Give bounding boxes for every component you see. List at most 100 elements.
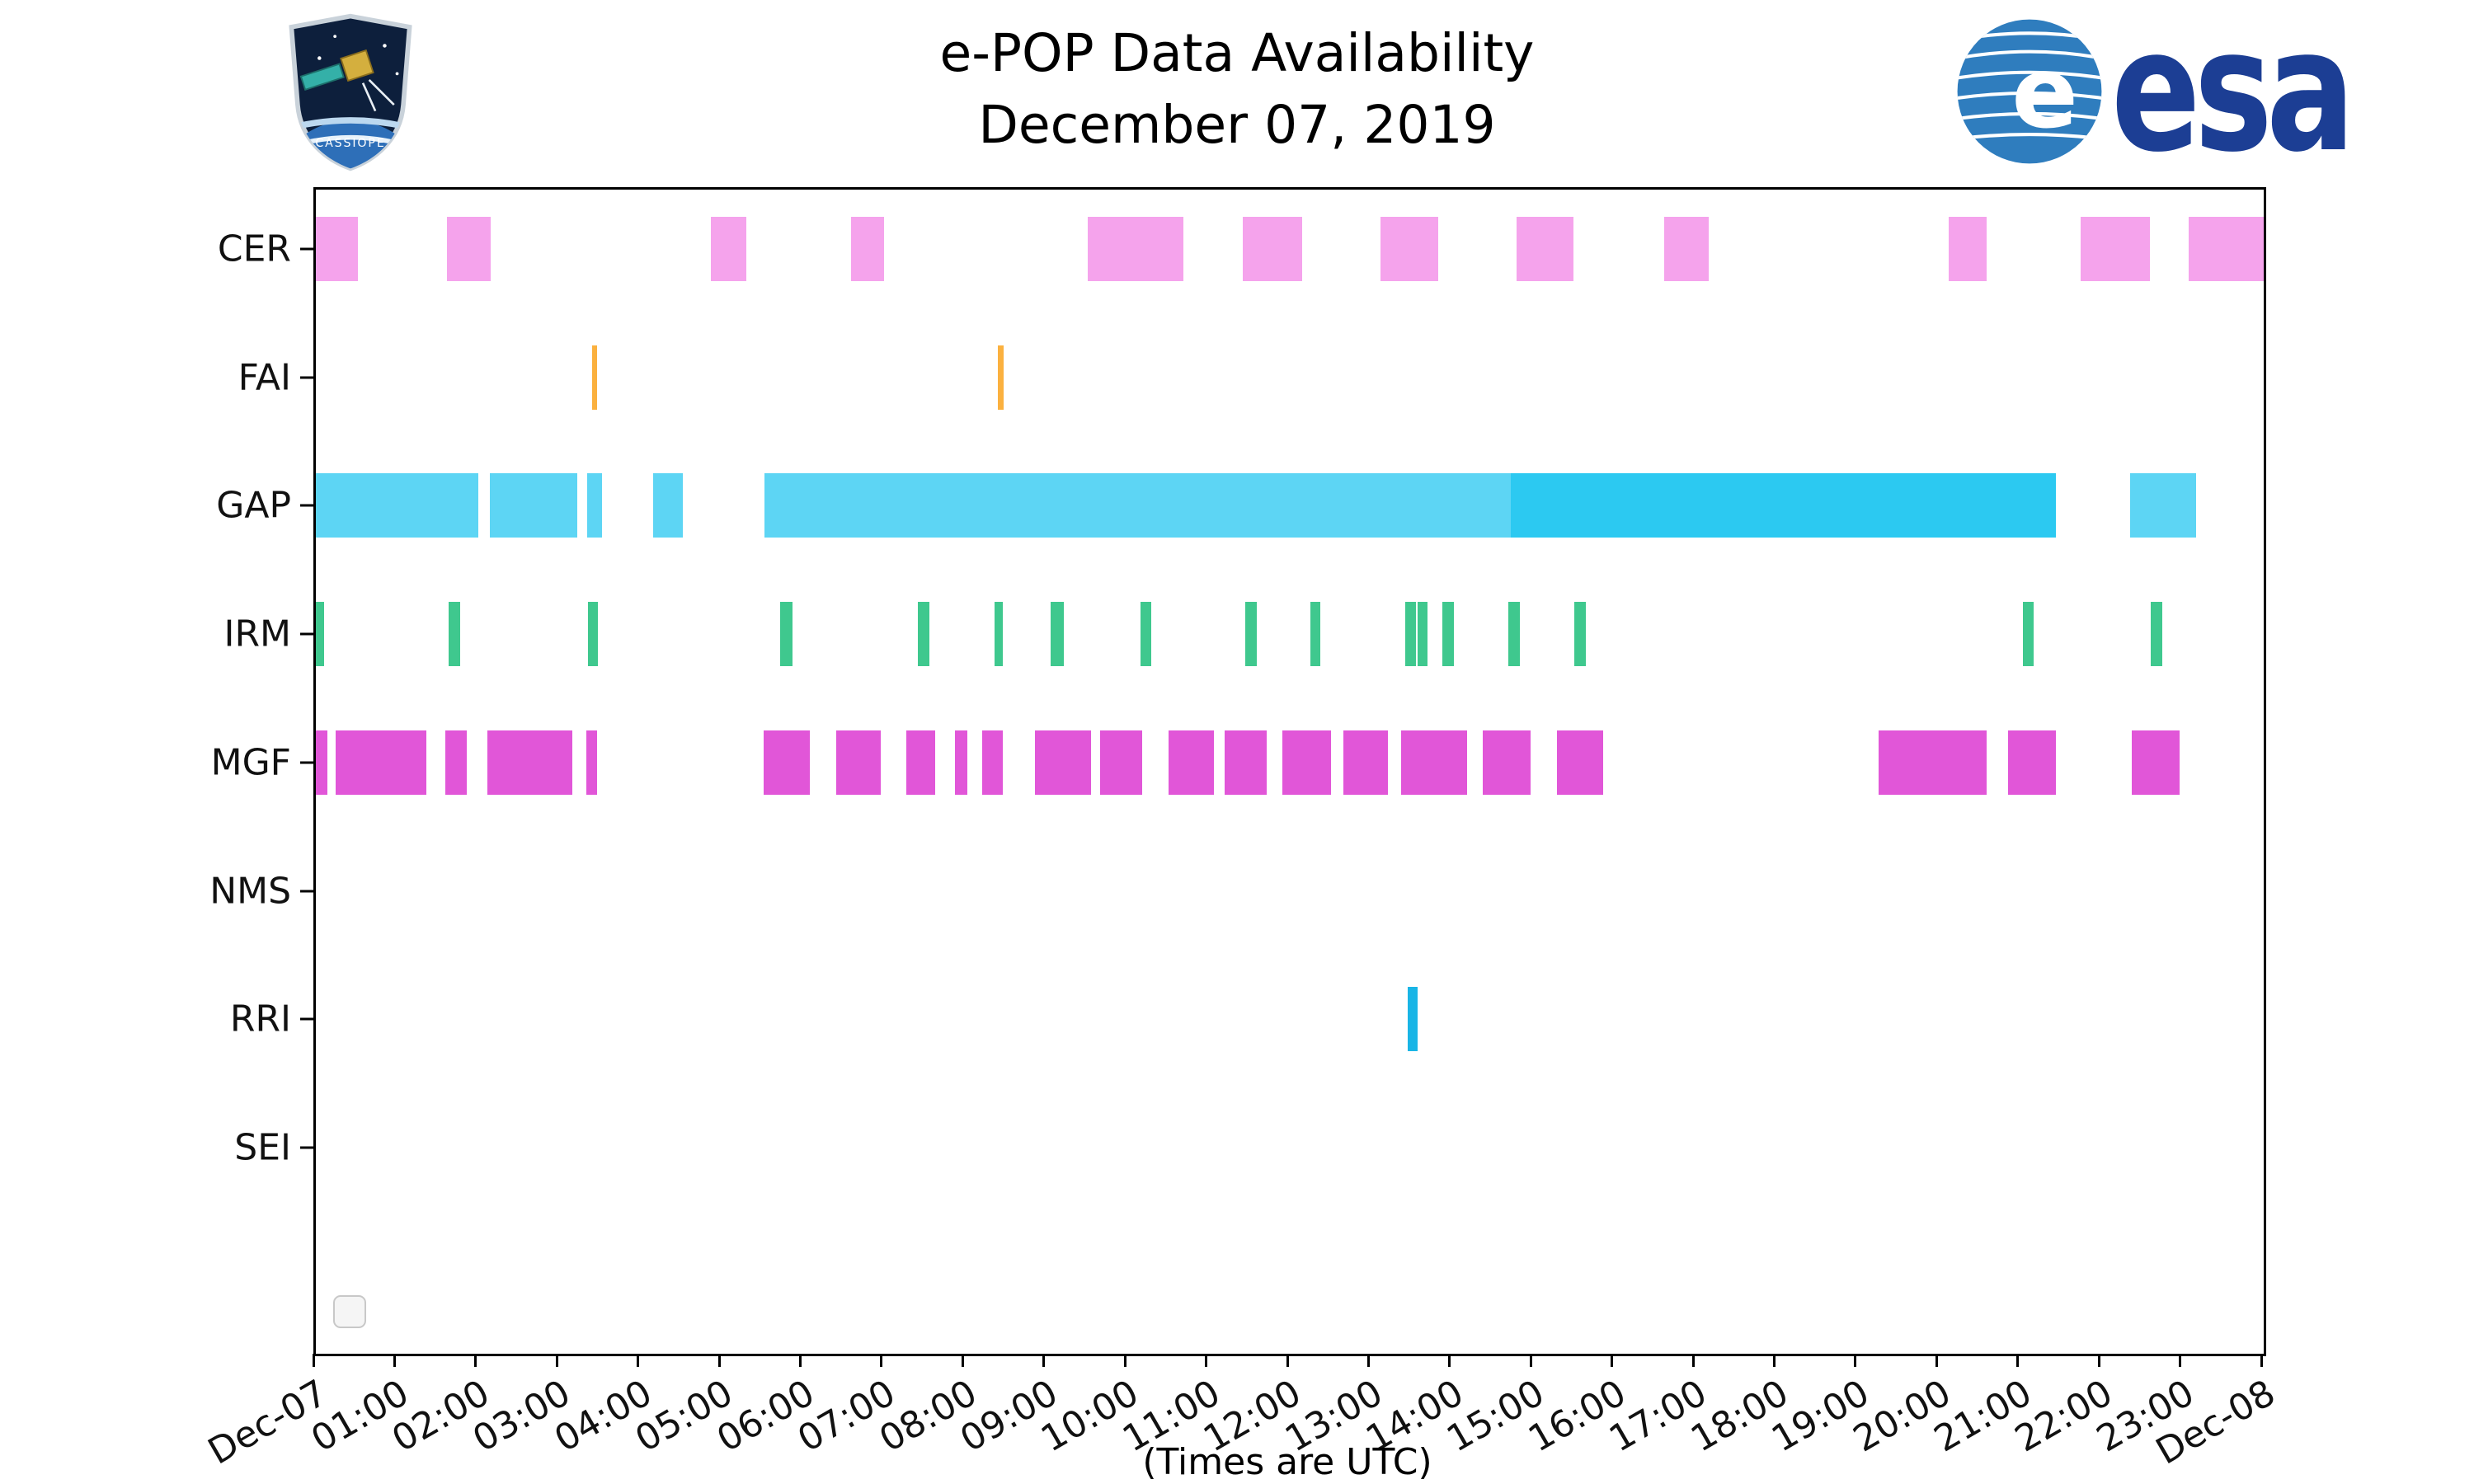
x-axis-title: (Times are UTC) <box>1142 1441 1432 1483</box>
x-tick <box>474 1354 477 1367</box>
x-tick <box>2260 1354 2263 1367</box>
x-tick <box>2016 1354 2020 1367</box>
availability-bar-irm <box>994 602 1003 667</box>
y-axis-label-gap: GAP <box>216 484 291 527</box>
availability-bar-irm <box>1050 602 1065 667</box>
x-tick <box>637 1354 640 1367</box>
availability-bar-mgf <box>586 730 598 795</box>
availability-bar-cer <box>1663 217 1709 281</box>
cassiope-mission-patch: CASSIOPE <box>272 12 429 176</box>
y-tick <box>300 890 313 892</box>
x-tick <box>799 1354 802 1367</box>
esa-globe-icon: e <box>1957 19 2102 164</box>
x-tick <box>312 1354 315 1367</box>
availability-bar-irm <box>779 602 793 667</box>
x-axis: Dec-07 01:00 02:00 03:00 04:00 05:00 06:00 07:0… <box>201 1354 2283 1477</box>
x-tick <box>961 1354 964 1367</box>
x-tick <box>1773 1354 1776 1367</box>
y-axis-label-irm: IRM <box>223 613 291 655</box>
availability-bar-mgf <box>1282 730 1332 795</box>
availability-bar-mgf <box>2131 730 2180 795</box>
availability-bar-irm <box>1418 602 1428 667</box>
availability-bar-cer <box>1242 217 1302 281</box>
availability-bar-mgf <box>1225 730 1268 795</box>
availability-bar-cer <box>447 217 491 281</box>
x-tick <box>1205 1354 1208 1367</box>
availability-bar-mgf <box>1483 730 1531 795</box>
x-tick <box>1123 1354 1126 1367</box>
availability-bar-mgf <box>335 730 426 795</box>
availability-bar-irm <box>316 602 324 667</box>
availability-bar-cer <box>1087 217 1184 281</box>
esa-logo: e esa <box>1953 0 2415 190</box>
page-title: e-POP Data Availability <box>939 23 1535 83</box>
availability-bar-mgf <box>1034 730 1091 795</box>
availability-bar-gap <box>764 473 1511 538</box>
availability-bar-gap <box>316 473 478 538</box>
availability-bar-irm <box>1507 602 1520 667</box>
availability-bar-gap <box>653 473 683 538</box>
x-tick <box>393 1354 396 1367</box>
availability-bar-fai <box>997 345 1004 410</box>
esa-wordmark: esa <box>2111 0 2355 190</box>
availability-bar-mgf <box>954 730 968 795</box>
title-block: e-POP Data Availability December 07, 201… <box>0 18 2474 162</box>
x-tick <box>2097 1354 2100 1367</box>
availability-bar-cer <box>1516 217 1574 281</box>
availability-bar-mgf <box>1878 730 1987 795</box>
availability-bar-irm <box>587 602 599 667</box>
availability-bar-irm <box>2022 602 2034 667</box>
availability-bar-mgf <box>445 730 468 795</box>
x-tick <box>717 1354 721 1367</box>
x-tick <box>1529 1354 1532 1367</box>
availability-bar-mgf <box>1099 730 1142 795</box>
y-tick <box>300 504 313 507</box>
legend-box <box>333 1295 366 1328</box>
availability-bar-mgf <box>1556 730 1603 795</box>
cassiope-patch-text: CASSIOPE <box>315 137 385 150</box>
availability-bar-gap <box>586 473 603 538</box>
availability-bar-mgf <box>906 730 935 795</box>
availability-bar-gap <box>489 473 577 538</box>
availability-bar-mgf <box>982 730 1003 795</box>
y-axis-label-sei: SEI <box>234 1126 291 1169</box>
availability-bar-cer <box>2080 217 2151 281</box>
availability-bar-mgf <box>835 730 881 795</box>
availability-bar-gap <box>1510 473 2057 538</box>
availability-bar-cer <box>316 217 359 281</box>
availability-bar-mgf <box>316 730 327 795</box>
availability-bar-irm <box>449 602 461 667</box>
y-axis-label-fai: FAI <box>238 356 291 399</box>
availability-bar-gap <box>2129 473 2197 538</box>
x-tick <box>1042 1354 1046 1367</box>
y-tick <box>300 376 313 379</box>
x-tick <box>1691 1354 1695 1367</box>
availability-bar-irm <box>1244 602 1257 667</box>
patch-solar-panel <box>299 63 345 92</box>
availability-bar-mgf <box>2007 730 2057 795</box>
availability-bar-mgf <box>1400 730 1467 795</box>
availability-bar-mgf <box>764 730 811 795</box>
x-tick <box>555 1354 558 1367</box>
availability-bar-cer <box>1380 217 1439 281</box>
availability-bar-cer <box>2189 217 2264 281</box>
availability-bar-cer <box>711 217 746 281</box>
availability-bar-irm <box>1442 602 1454 667</box>
availability-bar-irm <box>1310 602 1321 667</box>
availability-bar-fai <box>591 345 598 410</box>
availability-bar-cer <box>1949 217 1987 281</box>
x-tick <box>1935 1354 1938 1367</box>
svg-text:e: e <box>2011 37 2078 151</box>
y-axis-label-nms: NMS <box>209 870 291 912</box>
x-tick <box>1366 1354 1370 1367</box>
availability-bar-irm <box>2151 602 2162 667</box>
patch-satellite-body <box>340 49 374 82</box>
x-tick <box>1286 1354 1289 1367</box>
x-tick <box>1448 1354 1451 1367</box>
y-tick <box>300 632 313 636</box>
availability-bar-irm <box>1574 602 1587 667</box>
x-tick <box>1854 1354 1857 1367</box>
availability-bar-mgf <box>1169 730 1215 795</box>
availability-bar-rri <box>1407 987 1418 1052</box>
